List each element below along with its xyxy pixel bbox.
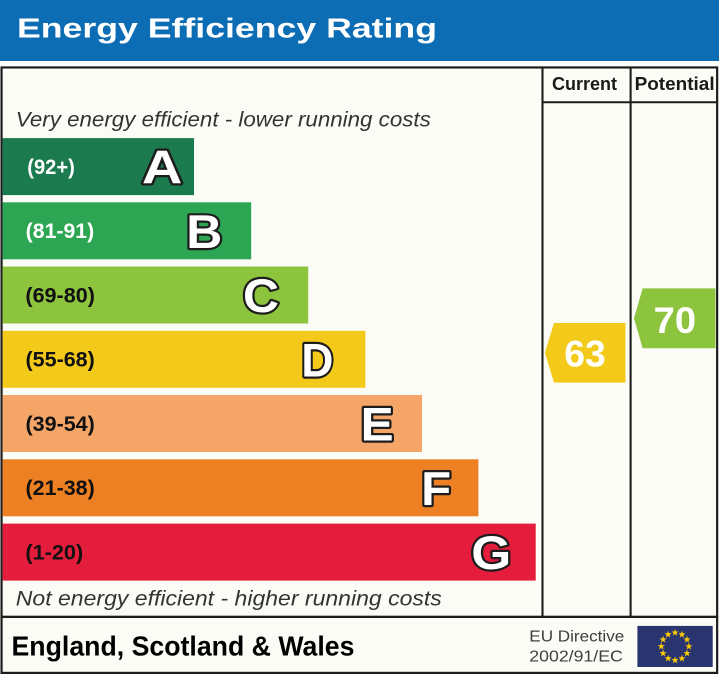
svg-text:Potential: Potential <box>635 73 715 94</box>
svg-text:B: B <box>186 206 222 259</box>
svg-text:(39-54): (39-54) <box>26 413 95 436</box>
svg-text:Very energy efficient - lower: Very energy efficient - lower running co… <box>16 108 432 131</box>
svg-text:63: 63 <box>564 332 606 374</box>
svg-text:(21-38): (21-38) <box>26 477 95 500</box>
svg-text:E: E <box>361 399 394 452</box>
svg-text:Current: Current <box>552 73 617 94</box>
svg-text:G: G <box>471 527 511 580</box>
svg-text:England, Scotland & Wales: England, Scotland & Wales <box>12 631 355 662</box>
svg-text:(69-80): (69-80) <box>25 284 95 307</box>
svg-text:(92+): (92+) <box>27 156 75 179</box>
svg-text:70: 70 <box>654 299 697 341</box>
svg-text:(1-20): (1-20) <box>25 541 83 564</box>
svg-text:C: C <box>243 270 279 323</box>
svg-text:F: F <box>421 463 451 516</box>
svg-text:A: A <box>142 142 183 195</box>
svg-text:(55-68): (55-68) <box>26 349 95 372</box>
svg-text:Not energy efficient - higher: Not energy efficient - higher running co… <box>16 588 443 611</box>
svg-text:2002/91/EC: 2002/91/EC <box>529 649 623 666</box>
svg-text:Energy Efficiency Rating: Energy Efficiency Rating <box>17 13 437 44</box>
svg-text:(81-91): (81-91) <box>26 220 95 243</box>
svg-text:EU Directive: EU Directive <box>529 629 624 646</box>
svg-text:D: D <box>301 334 333 387</box>
